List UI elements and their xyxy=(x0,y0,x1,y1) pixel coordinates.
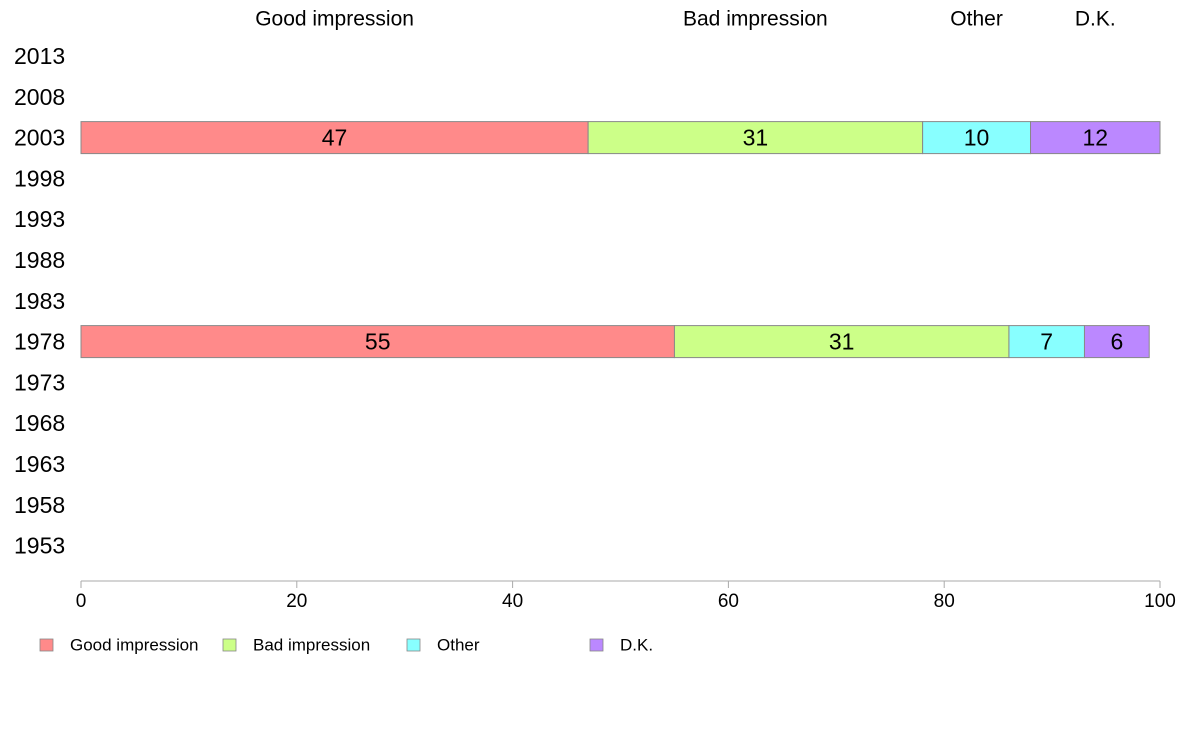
legend-label-bad-impression: Bad impression xyxy=(253,636,370,655)
bar-label-1978-d-k-: 6 xyxy=(1110,329,1123,355)
year-label-1958: 1958 xyxy=(14,492,65,518)
year-label-1993: 1993 xyxy=(14,206,65,232)
legend-swatch-good-impression xyxy=(39,638,54,652)
bar-label-1978-good-impression: 55 xyxy=(365,329,391,355)
year-label-1968: 1968 xyxy=(14,410,65,436)
year-label-1973: 1973 xyxy=(14,369,65,395)
year-label-1953: 1953 xyxy=(14,533,65,559)
bars: 47 31 10 12 55 31 7 6 xyxy=(80,121,1161,359)
bar-label-1978-bad-impression: 31 xyxy=(829,329,855,355)
year-label-2013: 2013 xyxy=(14,43,65,69)
year-axis-labels: 2013 2008 2003 1998 1993 1988 1983 1978 1973 1968… xyxy=(14,43,65,559)
bar-label-2003-d-k-: 12 xyxy=(1082,125,1108,151)
year-label-1998: 1998 xyxy=(14,165,65,191)
legend-swatch-other xyxy=(406,638,421,652)
header-bad-impression: Bad impression xyxy=(683,8,828,31)
bar-2003-other xyxy=(922,121,1032,155)
bar-label-1978-other: 7 xyxy=(1040,329,1053,355)
year-label-1988: 1988 xyxy=(14,247,65,273)
x-tick-label-0: 0 xyxy=(76,591,87,612)
x-tick-label-20: 20 xyxy=(286,591,307,612)
x-axis: 0 20 40 60 80 100 xyxy=(76,580,1176,612)
x-tick-label-80: 80 xyxy=(934,591,955,612)
bar-2003-bad-impression xyxy=(587,121,924,155)
bar-2003-d-k- xyxy=(1030,121,1161,155)
legend-swatch-bad-impression xyxy=(222,638,237,652)
x-tick-label-100: 100 xyxy=(1144,591,1176,612)
bar-1978-d-k- xyxy=(1083,325,1150,359)
header-other: Other xyxy=(950,8,1003,31)
legend-label-good-impression: Good impression xyxy=(70,636,199,655)
header-good-impression: Good impression xyxy=(255,8,414,31)
bar-label-2003-bad-impression: 31 xyxy=(743,125,769,151)
year-label-1963: 1963 xyxy=(14,451,65,477)
bar-1978-good-impression xyxy=(80,325,675,359)
legend-swatch-d-k- xyxy=(589,638,604,652)
bar-1978-other xyxy=(1008,325,1085,359)
bar-2003-good-impression xyxy=(80,121,589,155)
bar-label-2003-good-impression: 47 xyxy=(322,125,348,151)
year-label-1978: 1978 xyxy=(14,329,65,355)
x-tick-label-40: 40 xyxy=(502,591,523,612)
bar-1978-bad-impression xyxy=(673,325,1010,359)
header-d-k-: D.K. xyxy=(1075,8,1116,31)
year-label-1983: 1983 xyxy=(14,288,65,314)
legend-label-other: Other xyxy=(437,636,480,655)
year-label-2008: 2008 xyxy=(14,84,65,110)
legend: Good impression Bad impression Other D.K. xyxy=(39,636,653,655)
year-label-2003: 2003 xyxy=(14,125,65,151)
legend-label-d-k-: D.K. xyxy=(620,636,653,655)
x-tick-label-60: 60 xyxy=(718,591,739,612)
column-headers: Good impression Bad impression Other D.K. xyxy=(255,8,1115,31)
bar-label-2003-other: 10 xyxy=(964,125,990,151)
